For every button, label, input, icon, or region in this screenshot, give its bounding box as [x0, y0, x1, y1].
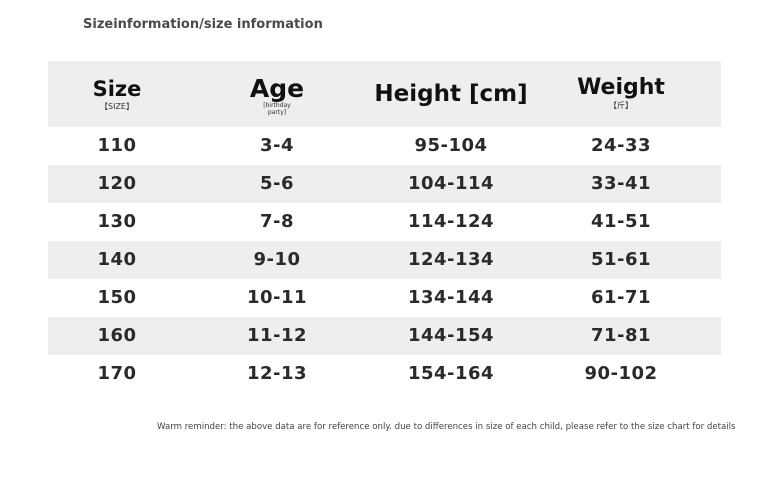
cell-size: 170	[97, 363, 137, 384]
table-row: 160 11-12 144-154 71-81	[48, 317, 721, 355]
header-size: Size 【SIZE】	[93, 61, 142, 145]
cell-height: 134-144	[407, 287, 495, 308]
cell-age: 10-11	[246, 287, 308, 308]
cell-height: 144-154	[407, 325, 495, 346]
cell-size: 120	[97, 173, 137, 194]
table-row: 140 9-10 124-134 51-61	[48, 241, 721, 279]
header-weight-label: Weight	[577, 75, 665, 100]
page-title: Sizeinformation/size information	[83, 17, 323, 32]
cell-size: 140	[97, 249, 137, 270]
cell-age: 5-6	[259, 173, 295, 194]
cell-age: 3-4	[259, 135, 295, 156]
table-row: 120 5-6 104-114 33-41	[48, 165, 721, 203]
cell-size: 110	[97, 135, 137, 156]
cell-weight: 90-102	[584, 363, 658, 384]
cell-height: 124-134	[407, 249, 495, 270]
cell-size: 160	[97, 325, 137, 346]
table-row: 150 10-11 134-144 61-71	[48, 279, 721, 317]
footnote-reminder: Warm reminder: the above data are for re…	[157, 422, 736, 432]
cell-height: 154-164	[407, 363, 495, 384]
header-age-label: Age	[249, 74, 305, 103]
cell-size: 150	[97, 287, 137, 308]
cell-weight: 33-41	[590, 173, 652, 194]
cell-height: 104-114	[407, 173, 495, 194]
header-weight-sub: 【斤】	[609, 101, 633, 110]
cell-height: 95-104	[414, 135, 488, 156]
header-height-label: Height [cm]	[374, 81, 528, 107]
cell-weight: 41-51	[590, 211, 652, 232]
header-age-sub: [birthday party]	[263, 102, 291, 116]
header-height: Height [cm]	[374, 61, 527, 149]
cell-weight: 71-81	[590, 325, 652, 346]
cell-weight: 61-71	[590, 287, 652, 308]
cell-age: 11-12	[246, 325, 308, 346]
cell-weight: 24-33	[590, 135, 652, 156]
cell-age: 7-8	[259, 211, 295, 232]
table-row: 130 7-8 114-124 41-51	[48, 203, 721, 241]
cell-age: 12-13	[246, 363, 308, 384]
header-age: Age [birthday party]	[250, 61, 304, 142]
header-weight: Weight 【斤】	[577, 61, 665, 143]
cell-age: 9-10	[253, 249, 301, 270]
table-header: Size 【SIZE】 Age [birthday party] Height …	[48, 61, 721, 127]
cell-size: 130	[97, 211, 137, 232]
size-chart-table: Size 【SIZE】 Age [birthday party] Height …	[48, 61, 721, 393]
header-size-sub: 【SIZE】	[100, 102, 134, 111]
header-size-label: Size	[92, 77, 142, 101]
table-row: 110 3-4 95-104 24-33	[48, 127, 721, 165]
table-row: 170 12-13 154-164 90-102	[48, 355, 721, 393]
cell-height: 114-124	[407, 211, 495, 232]
cell-weight: 51-61	[590, 249, 652, 270]
